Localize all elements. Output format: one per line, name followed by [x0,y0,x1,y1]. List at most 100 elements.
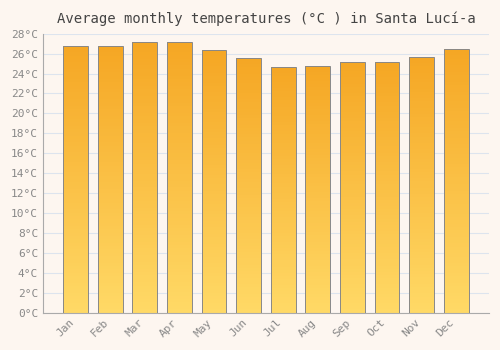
Bar [374,121,400,124]
Bar [271,276,295,279]
Bar [236,118,261,121]
Bar [236,214,261,217]
Bar [167,136,192,140]
Bar [374,175,400,178]
Bar [374,146,400,149]
Bar [444,75,468,78]
Bar [409,230,434,233]
Bar [271,248,295,251]
Bar [202,155,226,158]
Bar [306,140,330,143]
Bar [167,279,192,282]
Bar [340,71,365,74]
Bar [444,253,468,257]
Bar [374,278,400,281]
Bar [202,106,226,109]
Bar [202,99,226,102]
Bar [98,179,122,182]
Bar [374,109,400,112]
Bar [409,89,434,92]
Bar [132,245,158,248]
Bar [63,179,88,182]
Bar [306,118,330,121]
Bar [132,181,158,184]
Bar [132,177,158,181]
Bar [340,231,365,234]
Bar [202,286,226,290]
Bar [444,257,468,260]
Bar [236,274,261,278]
Bar [236,96,261,99]
Bar [409,287,434,290]
Bar [271,140,295,143]
Bar [374,206,400,209]
Bar [306,226,330,229]
Bar [409,239,434,242]
Bar [98,106,122,109]
Bar [236,125,261,128]
Bar [374,218,400,222]
Bar [409,63,434,66]
Bar [374,134,400,137]
Bar [374,306,400,309]
Bar [340,253,365,256]
Bar [167,163,192,167]
Bar [374,262,400,266]
Bar [444,266,468,270]
Bar [132,59,158,62]
Bar [340,149,365,153]
Bar [202,198,226,201]
Bar [236,201,261,204]
Bar [374,149,400,153]
Bar [202,303,226,306]
Bar [98,59,122,62]
Bar [306,198,330,202]
Bar [444,154,468,158]
Bar [132,45,158,48]
Bar [202,119,226,122]
Bar [444,121,468,125]
Bar [63,132,88,136]
Bar [306,229,330,232]
Bar [236,191,261,195]
Bar [167,55,192,59]
Bar [444,78,468,82]
Bar [271,199,295,202]
Bar [444,148,468,151]
Bar [63,269,88,273]
Bar [444,184,468,187]
Bar [444,303,468,306]
Bar [236,105,261,108]
Bar [98,46,122,313]
Bar [271,183,295,187]
Bar [167,241,192,245]
Bar [98,203,122,206]
Bar [132,252,158,255]
Bar [271,223,295,226]
Bar [132,299,158,302]
Bar [236,217,261,220]
Bar [132,309,158,313]
Bar [444,55,468,58]
Bar [444,230,468,233]
Bar [132,286,158,289]
Bar [167,299,192,302]
Bar [306,294,330,297]
Bar [63,266,88,269]
Bar [167,268,192,272]
Bar [374,115,400,118]
Bar [374,103,400,106]
Bar [340,65,365,68]
Bar [306,288,330,291]
Bar [374,244,400,247]
Bar [98,169,122,173]
Bar [444,187,468,190]
Bar [340,181,365,184]
Bar [306,65,330,313]
Bar [306,309,330,313]
Bar [236,303,261,306]
Bar [63,142,88,146]
Bar [132,174,158,177]
Bar [98,223,122,226]
Bar [444,214,468,217]
